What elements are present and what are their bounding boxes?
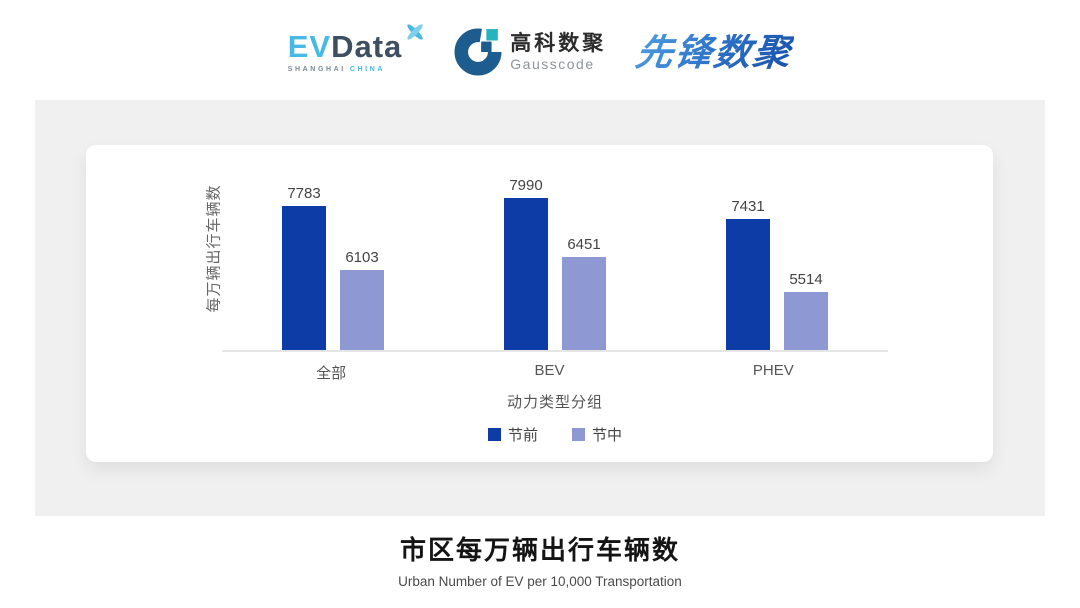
category-label-PHEV: PHEV <box>752 362 794 379</box>
bar-chart: 每万辆出行车辆数 7783 6103 7990 6451 7431 5514 全部 BEV P… <box>86 156 993 473</box>
evdata-subtext: SHANGHAI CHINA <box>288 66 425 73</box>
bar-value-label: 5514 <box>789 271 823 288</box>
bar-group-PHEV: 7431 5514 <box>726 199 828 350</box>
bar-rect <box>562 257 606 350</box>
sparkle-icon <box>407 24 423 40</box>
bar-rect <box>282 206 326 350</box>
bar-节中-全部: 6103 <box>340 250 384 350</box>
legend-swatch <box>487 428 501 441</box>
bar-节中-PHEV: 5514 <box>784 272 828 350</box>
bar-rect <box>504 198 548 350</box>
bar-节前-PHEV: 7431 <box>726 199 770 350</box>
evdata-shanghai-text: SHANGHAI <box>287 66 346 73</box>
evdata-logo: EV Data SHANGHAI CHINA <box>287 24 425 73</box>
bar-rect <box>340 270 384 350</box>
legend-swatch <box>572 428 585 441</box>
legend-item-节中[interactable]: 节中 <box>572 424 622 445</box>
evdata-wordmark: EV Data <box>287 24 425 64</box>
chart-panel: 每万辆出行车辆数 7783 6103 7990 6451 7431 5514 全部 BEV P… <box>35 100 1045 516</box>
bar-group-BEV: 7990 6451 <box>504 178 606 350</box>
evdata-data-text: Data <box>331 29 403 64</box>
pioneer-logo: 先锋数聚 <box>633 31 796 73</box>
category-label-BEV: BEV <box>534 362 565 379</box>
gausscode-cn-text: 高科数聚 <box>510 31 607 55</box>
gausscode-text: 高科数聚 Gausscode <box>510 32 606 72</box>
gausscode-en-text: Gausscode <box>510 55 595 72</box>
bar-value-label: 6103 <box>345 249 379 266</box>
bar-value-label: 7431 <box>731 198 765 215</box>
logo-bar: EV Data SHANGHAI CHINA 高科数聚 Gausscode 先锋数 <box>0 18 1080 86</box>
chart-card: 每万辆出行车辆数 7783 6103 7990 6451 7431 5514 全部 BEV P… <box>86 145 993 462</box>
bar-group-全部: 7783 6103 <box>282 186 384 350</box>
chart-subtitle: Urban Number of EV per 10,000 Transporta… <box>398 574 682 589</box>
chart-title: 市区每万辆出行车辆数 <box>399 535 680 565</box>
legend-label: 节前 <box>507 427 538 444</box>
bar-value-label: 7783 <box>287 185 321 202</box>
bar-rect <box>726 219 770 350</box>
chart-legend: 节前 节中 <box>222 424 888 445</box>
bar-rect <box>784 292 828 350</box>
bar-节前-全部: 7783 <box>282 186 326 350</box>
x-axis-categories: 全部 BEV PHEV <box>222 362 888 383</box>
legend-label: 节中 <box>592 427 623 444</box>
legend-item-节前[interactable]: 节前 <box>487 424 538 445</box>
footer: 市区每万辆出行车辆数 Urban Number of EV per 10,000… <box>0 530 1080 589</box>
bar-节中-BEV: 6451 <box>562 237 606 350</box>
evdata-china-text: CHINA <box>349 66 386 73</box>
bar-value-label: 7990 <box>509 177 543 194</box>
bar-value-label: 6451 <box>567 236 601 253</box>
y-axis-label: 每万辆出行车辆数 <box>205 184 223 313</box>
gausscode-logo: 高科数聚 Gausscode <box>454 28 606 76</box>
gausscode-g-icon <box>454 28 502 76</box>
category-label-全部: 全部 <box>316 365 347 382</box>
plot-area: 7783 6103 7990 6451 7431 5514 <box>222 156 888 352</box>
x-axis-label: 动力类型分组 <box>506 394 603 411</box>
bar-节前-BEV: 7990 <box>504 178 548 350</box>
evdata-ev-text: EV <box>287 29 332 64</box>
